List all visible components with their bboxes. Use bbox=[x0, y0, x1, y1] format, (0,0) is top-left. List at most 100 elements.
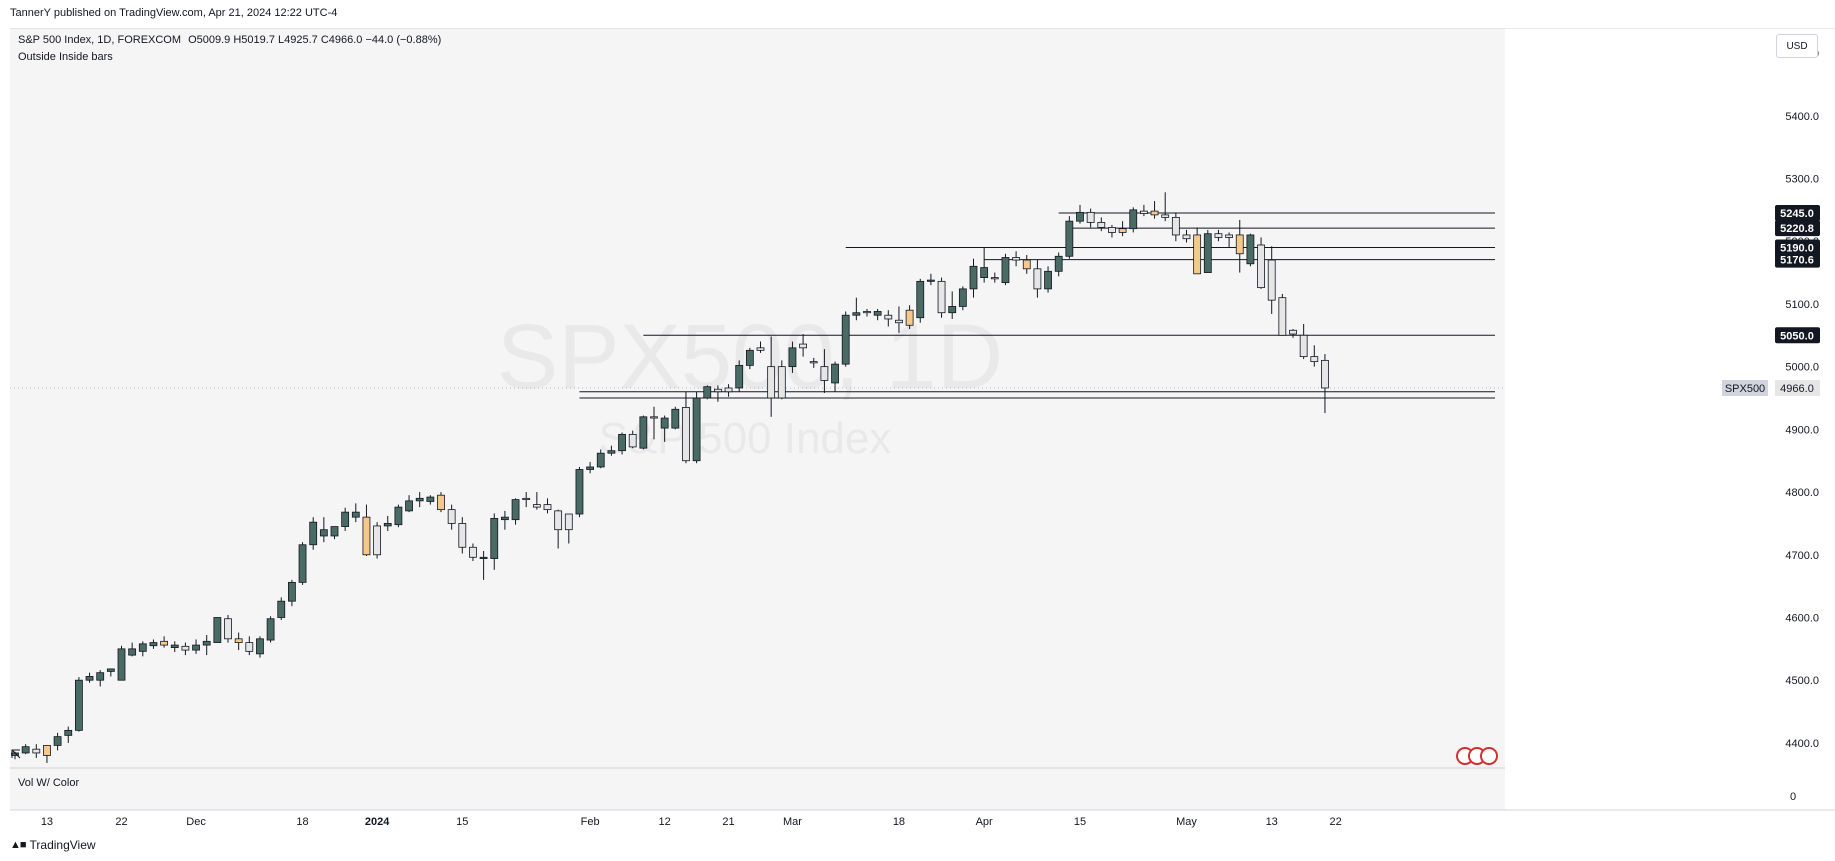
legend-row: S&P 500 Index, 1D, FOREXCOM O5009.9 H501… bbox=[18, 34, 441, 46]
price-tick-label: 5000.0 bbox=[1785, 362, 1819, 374]
candle-body bbox=[639, 416, 648, 449]
candle-body bbox=[1076, 211, 1084, 222]
time-axis: 13 22 Dec 18 2024 15 Feb 12 21 Mar 18 Apr 15 May 13 22 bbox=[41, 816, 1342, 828]
candle-body bbox=[1267, 259, 1276, 301]
candle-body bbox=[564, 513, 573, 531]
time-tick-label: 22 bbox=[115, 816, 127, 828]
candle-body bbox=[224, 618, 232, 640]
candle-body bbox=[1086, 211, 1095, 223]
candle-body bbox=[1140, 210, 1148, 215]
candle-body bbox=[64, 729, 73, 736]
candle-body bbox=[181, 645, 190, 651]
candle-body bbox=[852, 312, 861, 316]
level-price-tag bbox=[1775, 205, 1820, 221]
candle-body bbox=[1161, 214, 1170, 218]
candle-body bbox=[1257, 244, 1265, 289]
candle-body bbox=[532, 504, 541, 508]
candle-body bbox=[266, 618, 275, 641]
candle-body bbox=[21, 746, 30, 754]
candle-body bbox=[1299, 334, 1308, 358]
level-price-label: 5170.6 bbox=[1780, 255, 1814, 267]
candle-body bbox=[714, 388, 722, 393]
candle-body bbox=[1044, 270, 1052, 290]
event-flags[interactable] bbox=[1456, 747, 1498, 765]
candle-body bbox=[43, 745, 51, 756]
time-tick-label: Mar bbox=[783, 816, 802, 828]
last-price-tag bbox=[1775, 379, 1820, 396]
candle-body bbox=[980, 267, 989, 278]
candle-body bbox=[788, 347, 797, 368]
candle-body bbox=[820, 366, 829, 381]
candle-body bbox=[958, 288, 967, 307]
time-tick-label: 15 bbox=[1074, 816, 1086, 828]
horizontal-levels bbox=[10, 212, 1505, 399]
time-tick-label: 18 bbox=[893, 816, 905, 828]
candle-body bbox=[149, 642, 158, 647]
time-tick-label: Dec bbox=[186, 816, 206, 828]
candle-body bbox=[298, 544, 307, 583]
candle-body bbox=[490, 518, 499, 559]
price-axis-background bbox=[1505, 28, 1835, 810]
candle-body bbox=[96, 672, 105, 681]
candle-body bbox=[458, 523, 467, 548]
candle-body bbox=[969, 265, 978, 290]
time-tick-label: 18 bbox=[296, 816, 308, 828]
candle-body bbox=[543, 504, 552, 511]
candle-body bbox=[937, 280, 946, 314]
symbol-title[interactable]: S&P 500 Index, 1D, FOREXCOM bbox=[18, 34, 182, 46]
time-tick-label: Feb bbox=[581, 816, 600, 828]
candle-body bbox=[628, 433, 637, 448]
candle-body bbox=[1235, 234, 1244, 255]
price-tick-label: 4900.0 bbox=[1785, 424, 1819, 436]
candle-body bbox=[735, 364, 744, 389]
level-price-label: 5245.0 bbox=[1780, 208, 1814, 220]
tradingview-logo-icon: ▲■ bbox=[10, 839, 27, 851]
scroll-arrow-icon bbox=[11, 749, 21, 759]
candle-body bbox=[554, 510, 563, 531]
candle-body bbox=[799, 343, 807, 349]
candle-body bbox=[319, 529, 328, 537]
volume-indicator-name[interactable]: Vol W/ Color bbox=[18, 777, 80, 789]
tradingview-logo[interactable]: ▲■ TradingView bbox=[10, 838, 96, 852]
us-flag-icon bbox=[1480, 747, 1498, 765]
candle-body bbox=[138, 643, 147, 652]
candle-body bbox=[1097, 222, 1106, 228]
candle-body bbox=[1108, 227, 1116, 233]
candle-body bbox=[990, 277, 999, 280]
candle-body bbox=[106, 668, 115, 672]
volume-axis-label: 0 bbox=[1790, 791, 1796, 803]
candle-body bbox=[117, 648, 126, 681]
price-tick-label: 5300.0 bbox=[1785, 174, 1819, 186]
price-tick-label: 4400.0 bbox=[1785, 738, 1819, 750]
candlestick-chart[interactable]: SPX500, 1D S&P 500 Index 4400.04500.0460… bbox=[10, 27, 1835, 840]
indicator-name[interactable]: Outside Inside bars bbox=[18, 51, 113, 63]
candle-body bbox=[841, 314, 850, 365]
candle-body bbox=[682, 407, 690, 462]
time-tick-label: 15 bbox=[456, 816, 468, 828]
price-tick-label: 4800.0 bbox=[1785, 487, 1819, 499]
candle-body bbox=[170, 644, 179, 648]
candle-body bbox=[437, 494, 445, 511]
chart-frame[interactable]: SPX500, 1D S&P 500 Index 4400.0 4500.0 460… bbox=[10, 27, 1835, 840]
currency-button[interactable]: USD bbox=[1776, 34, 1818, 58]
candle-body bbox=[809, 361, 818, 364]
candle-body bbox=[287, 581, 296, 602]
candle-body bbox=[863, 311, 871, 314]
candle-body bbox=[724, 387, 733, 393]
watermark-name: S&P 500 Index bbox=[599, 414, 892, 463]
candle-body bbox=[916, 280, 925, 319]
candle-body bbox=[256, 638, 264, 655]
price-tick-label: 4500.0 bbox=[1785, 675, 1819, 687]
candle-body bbox=[1214, 233, 1223, 238]
last-price-symbol: SPX500 bbox=[1725, 383, 1765, 395]
candle-body bbox=[75, 679, 83, 731]
candle-body bbox=[831, 363, 839, 384]
candle-body bbox=[479, 556, 488, 559]
candle-body bbox=[245, 642, 254, 652]
candle-body bbox=[873, 311, 882, 316]
candle-body bbox=[1225, 234, 1233, 238]
candle-body bbox=[1246, 234, 1255, 265]
candle-body bbox=[1118, 228, 1127, 233]
candle-body bbox=[1150, 210, 1159, 216]
level-price-tag bbox=[1775, 239, 1820, 256]
